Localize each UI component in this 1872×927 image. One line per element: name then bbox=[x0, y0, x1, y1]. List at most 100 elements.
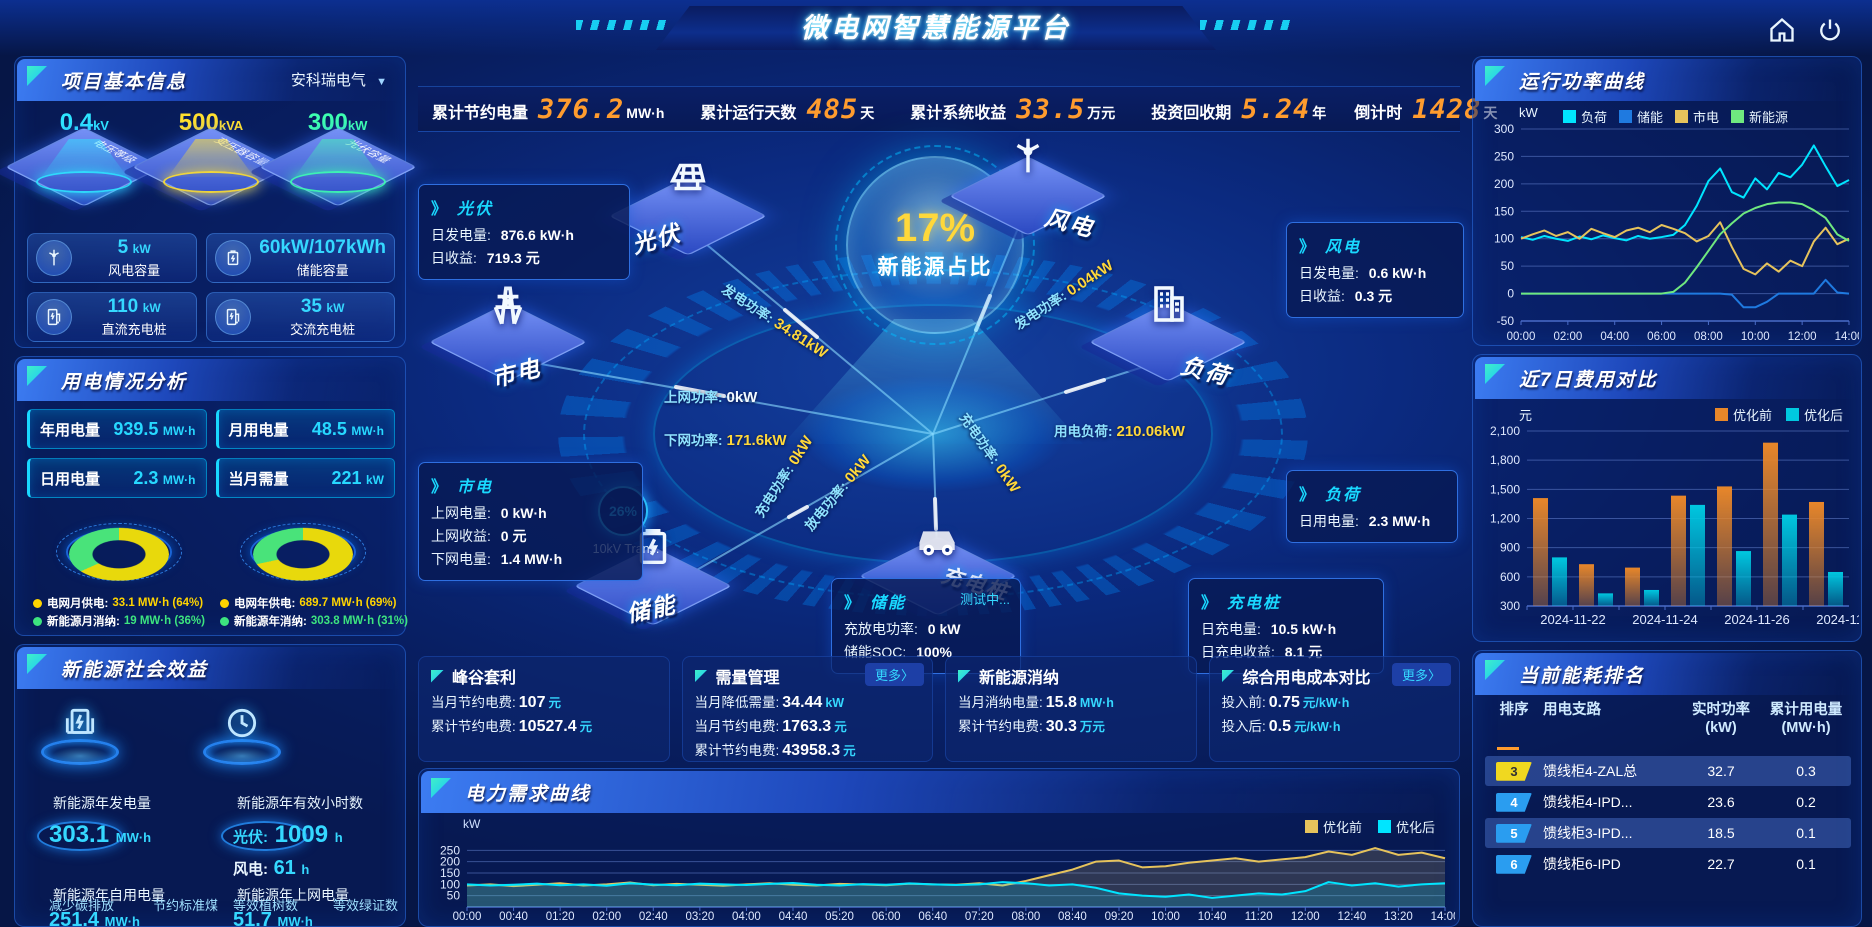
benefit-row-value: 10527.4 bbox=[518, 718, 577, 735]
svg-text:300: 300 bbox=[1500, 599, 1520, 613]
table-row[interactable]: 6 馈线柜6-IPD 22.7 0.1 bbox=[1485, 849, 1851, 879]
node-load[interactable]: 负荷 bbox=[1088, 282, 1248, 402]
corner-icon bbox=[694, 669, 708, 683]
ranking-header: 排序 用电支路 实时功率 (kW) 累计用电量 (MW·h) bbox=[1485, 701, 1851, 737]
scene-card-wind: 》风电 日发电量: 0.6 kW·h 日收益: 0.3 元 bbox=[1286, 222, 1464, 318]
legend-value: 303.8 MW·h (31%) bbox=[310, 615, 408, 627]
benefit-row-label: 当月消纳电量: bbox=[958, 695, 1043, 710]
scene-card-title: 》充电桩 bbox=[1201, 595, 1282, 612]
node-charger[interactable]: 充电桩 bbox=[858, 516, 1018, 636]
node-wind[interactable]: 风电 bbox=[948, 134, 1108, 256]
demand-legend: 优化前 优化后 bbox=[1304, 817, 1435, 836]
legend-item-储能[interactable]: 储能 bbox=[1619, 107, 1663, 126]
power-cell: 18.5 bbox=[1707, 825, 1735, 842]
wind-turbine-icon bbox=[1005, 134, 1051, 185]
scene-card-load: 》负荷 日用电量: 2.3 MW·h bbox=[1286, 470, 1458, 543]
capacity-label: 直流充电桩 bbox=[101, 322, 167, 337]
svg-text:08:00: 08:00 bbox=[1011, 911, 1040, 923]
row-label: 下网电量: bbox=[431, 551, 491, 567]
co2-label: 减少碳排放 bbox=[49, 898, 115, 913]
row-value: 0 元 bbox=[496, 528, 527, 544]
rank-badge: 3 bbox=[1496, 761, 1532, 781]
svg-text:200: 200 bbox=[440, 855, 460, 869]
panel-corner-icon bbox=[1485, 660, 1505, 680]
panel-energy-ranking: 当前能耗排名 排序 用电支路 实时功率 (kW) 累计用电量 (MW·h) 3 馈线柜4-ZA… bbox=[1472, 650, 1862, 927]
benefit-row-label: 当月节约电费: bbox=[431, 695, 516, 710]
kpi-unit: 天 bbox=[1483, 104, 1498, 121]
legend-item-负荷[interactable]: 负荷 bbox=[1563, 107, 1607, 126]
svg-text:00:00: 00:00 bbox=[1507, 331, 1536, 343]
benefit-row: 当月节约电费: 1763.3 元 bbox=[695, 715, 921, 736]
metric-value: 48.5 MW·h bbox=[311, 418, 384, 439]
more-button[interactable]: 更多〉 bbox=[1391, 663, 1451, 686]
metric-value: 939.5 MW·h bbox=[113, 418, 196, 439]
ranking-header-cell: 用电支路 bbox=[1543, 702, 1601, 718]
benefit-row: 当月降低需量: 34.44 kW bbox=[695, 691, 921, 712]
power-cell: 22.7 bbox=[1707, 856, 1735, 873]
table-row[interactable]: 5 馈线柜3-IPD... 18.5 0.1 bbox=[1485, 818, 1851, 849]
legend-chip bbox=[1714, 408, 1728, 421]
legend-name: 优化前 bbox=[1322, 820, 1362, 835]
ranking-table: 排序 用电支路 实时功率 (kW) 累计用电量 (MW·h) 3 馈线柜4-ZAL总 32.7 0… bbox=[1485, 701, 1851, 880]
benefit-row-unit: 元 bbox=[548, 696, 561, 710]
benefit-card-title: 需量管理 bbox=[715, 670, 780, 687]
legend-item-新能源[interactable]: 新能源 bbox=[1731, 107, 1788, 126]
home-icon[interactable] bbox=[1768, 16, 1798, 46]
node-grid[interactable]: 市电 bbox=[428, 282, 588, 402]
legend-item-优化前[interactable]: 优化前 bbox=[1304, 817, 1362, 836]
header-title-plate: 微电网智慧能源平台 bbox=[656, 6, 1216, 50]
more-button[interactable]: 更多〉 bbox=[864, 663, 924, 686]
benefit-card-1: 需量管理 更多〉 当月降低需量: 34.44 kW 当月节约电费: 1763.3 元累计节约电… bbox=[681, 656, 933, 762]
dc-charger-icon bbox=[36, 299, 72, 335]
table-row[interactable]: 3 馈线柜4-ZAL总 32.7 0.3 bbox=[1485, 756, 1851, 787]
legend-item-优化后[interactable]: 优化后 bbox=[1785, 405, 1843, 424]
legend-chip bbox=[1377, 820, 1391, 833]
legend-item-优化后[interactable]: 优化后 bbox=[1377, 817, 1435, 836]
power-icon[interactable] bbox=[1816, 16, 1846, 46]
svg-text:300: 300 bbox=[1494, 122, 1514, 136]
legend-label: 电网年供电: bbox=[234, 598, 296, 610]
usage-metric-2: 日用电量 2.3 MW·h bbox=[27, 458, 207, 498]
panel-corner-icon bbox=[27, 654, 47, 674]
power-cell: 23.6 bbox=[1707, 794, 1735, 811]
chevron-down-icon: ▼ bbox=[376, 76, 387, 88]
table-row[interactable]: 4 馈线柜4-IPD... 23.6 0.2 bbox=[1485, 787, 1851, 817]
row-value: 2.3 MW·h bbox=[1364, 513, 1431, 529]
corner-icon bbox=[1221, 669, 1235, 683]
benefit-row: 投入后: 0.5 元/kW·h bbox=[1222, 715, 1448, 736]
rank-cell: 6 bbox=[1485, 854, 1543, 874]
legend-item-优化前[interactable]: 优化前 bbox=[1714, 405, 1772, 424]
flow-label-2: 下网功率: 171.6kW bbox=[664, 429, 787, 449]
svg-text:2024-11-22: 2024-11-22 bbox=[1540, 612, 1606, 627]
legend-item-市电[interactable]: 市电 bbox=[1675, 107, 1719, 126]
benefit-row-value: 1763.3 bbox=[782, 718, 832, 735]
legend-name: 优化后 bbox=[1803, 408, 1843, 423]
svg-text:2,100: 2,100 bbox=[1490, 424, 1520, 438]
scene-card-row: 日发电量: 0.6 kW·h bbox=[1299, 263, 1451, 283]
usage-donuts bbox=[27, 509, 395, 589]
row-value: 0.3 元 bbox=[1350, 288, 1393, 304]
energy-cell: 0.3 bbox=[1796, 763, 1816, 780]
gen-ellipse bbox=[37, 821, 123, 851]
cost-chart: 300 600 900 1,200 1,500 1,800 2,100 2024-11-22 2… bbox=[1490, 424, 1859, 627]
flow-label-4: 用电负荷: 210.06kW bbox=[1054, 420, 1185, 440]
node-pv[interactable]: 光伏 bbox=[608, 156, 768, 276]
legend-item: 新能源月消纳: 19 MW·h (36%) bbox=[25, 613, 212, 629]
flow-name: 上网功率: bbox=[664, 390, 723, 405]
kpi-unit: 年 bbox=[1312, 104, 1327, 121]
energy-cell: 0.1 bbox=[1796, 825, 1816, 842]
energy-cell: 0.2 bbox=[1796, 794, 1816, 811]
donut-legend-col-1: 电网年供电: 689.7 MW·h (69%) 新能源年消纳: 303.8 MW·h … bbox=[212, 593, 408, 631]
row-value: 0 kW bbox=[923, 621, 961, 637]
panel-benefits-title: 新能源社会效益 bbox=[61, 660, 209, 681]
legend-name: 储能 bbox=[1637, 110, 1664, 125]
benefit-row-label: 投入前: bbox=[1221, 695, 1266, 710]
self-use-value: 251.4 MW·h bbox=[49, 909, 140, 927]
scene-card-row: 下网电量: 1.4 MW·h bbox=[431, 549, 630, 569]
svg-text:100: 100 bbox=[440, 877, 460, 891]
capacity-value: 110 kW bbox=[107, 296, 161, 317]
panel-cost-title: 近7日费用对比 bbox=[1519, 370, 1658, 391]
benefit-card-3: 综合用电成本对比 更多〉 投入前: 0.75 元/kW·h 投入后: 0.5 元/kW·h bbox=[1208, 656, 1460, 762]
benefit-row-value: 30.3 bbox=[1045, 718, 1077, 735]
company-select[interactable]: 安科瑞电气 ▼ bbox=[291, 69, 387, 90]
